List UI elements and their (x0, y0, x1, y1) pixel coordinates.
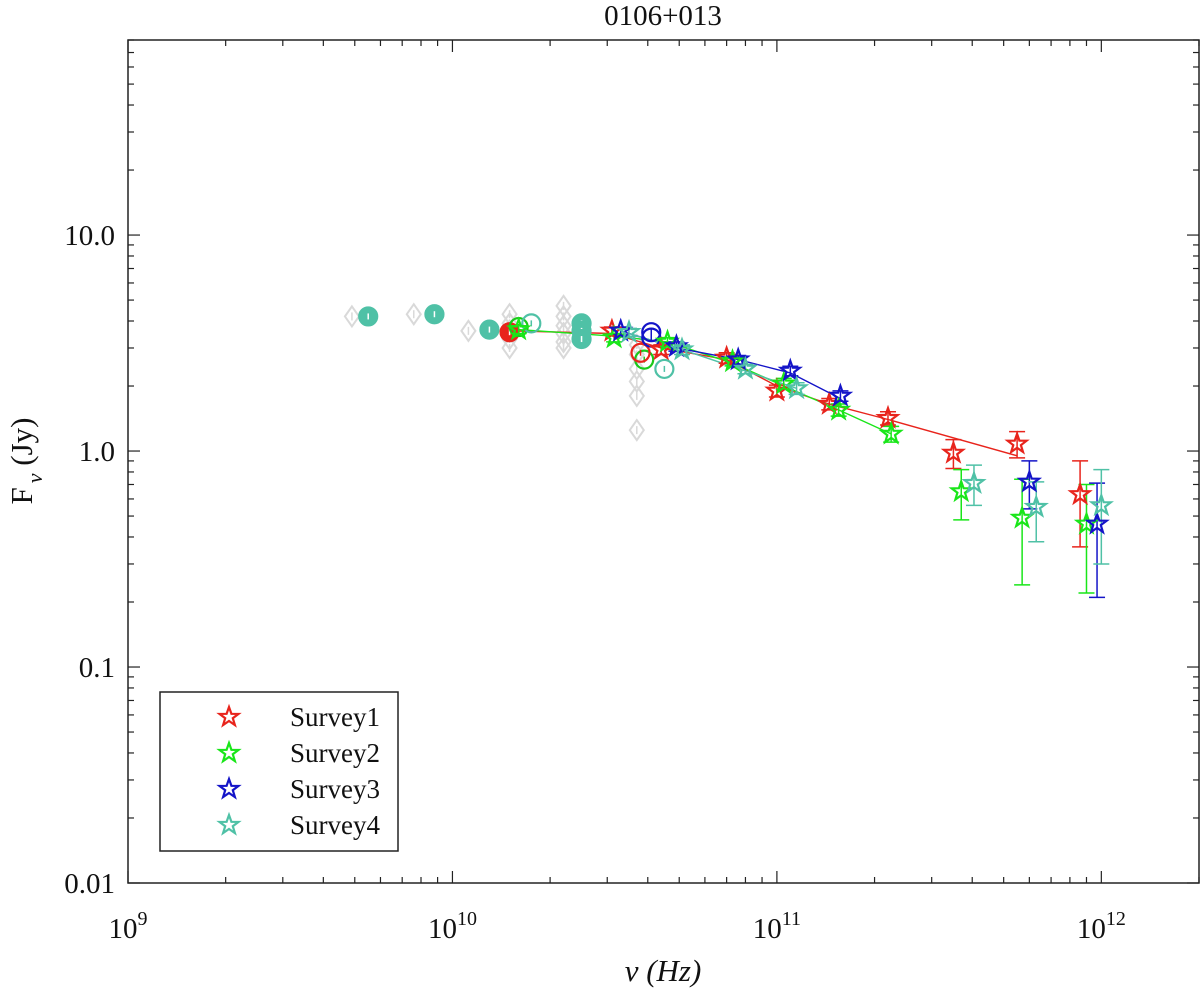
circle-marker (521, 313, 542, 334)
y-tick-label: 10.0 (64, 220, 115, 252)
series-lines (514, 328, 1018, 457)
y-tick-label: 1.0 (79, 436, 115, 468)
x-tick-label: 1011 (753, 908, 801, 945)
x-tick-label-exponent: 11 (782, 908, 801, 930)
star-marker-survey4 (1023, 493, 1049, 518)
axis-ticks (127, 39, 1200, 884)
circle-marker (641, 322, 662, 343)
archival-diamond (628, 369, 646, 394)
star-marker-survey2 (771, 370, 797, 395)
x-tick-label-exponent: 10 (457, 908, 477, 930)
star-marker-survey4 (1088, 492, 1114, 517)
archival-diamond (405, 302, 422, 326)
series-line-survey4 (628, 332, 797, 390)
archival-diamond (628, 418, 646, 442)
archival-points (343, 294, 646, 442)
star-marker-survey3 (1016, 468, 1043, 493)
error-bars (510, 325, 1110, 599)
y-axis-label-main: F (4, 487, 39, 504)
legend-marker-survey2 (216, 739, 242, 764)
star-marker-survey4 (669, 336, 695, 361)
star-marker-survey1 (875, 404, 901, 429)
archival-diamond (460, 319, 477, 343)
y-axis-label: Fν (Jy) (4, 418, 47, 505)
y-tick-label: 0.1 (79, 652, 115, 684)
x-tick-label-exponent: 12 (1106, 908, 1126, 930)
archival-diamond (628, 384, 646, 408)
series-line-survey1 (514, 330, 1018, 457)
x-tick-label: 1010 (428, 908, 477, 945)
x-tick-label-base: 10 (1077, 913, 1106, 945)
y-axis-label-unit: (Jy) (4, 418, 39, 474)
x-tick-label: 1012 (1077, 908, 1126, 945)
legend-marker-survey1 (216, 703, 242, 728)
legend-label-survey4: Survey4 (290, 810, 380, 840)
star-markers (505, 316, 1114, 535)
star-marker-survey1 (1004, 430, 1030, 455)
star-marker-survey1 (940, 439, 967, 464)
legend-label-survey1: Survey1 (290, 702, 380, 732)
y-tick-label: 0.01 (64, 868, 115, 900)
x-tick-label-exponent: 9 (138, 908, 148, 930)
x-tick-label-base: 10 (428, 913, 457, 945)
legend-label-survey2: Survey2 (290, 738, 380, 768)
archival-diamond (343, 304, 361, 329)
x-tick-label-base: 10 (753, 913, 782, 945)
legend-marker-survey3 (216, 775, 242, 800)
star-marker-survey3 (1084, 510, 1110, 535)
circle-marker (654, 358, 675, 380)
archival-diamond (555, 336, 572, 360)
circle-marker (630, 342, 651, 363)
x-tick-label: 109 (109, 908, 148, 945)
star-marker-survey1 (1067, 481, 1093, 506)
legend-marker-survey4 (216, 811, 242, 836)
y-axis-label-sub: ν (22, 473, 47, 483)
legend-box (159, 691, 399, 852)
legend-label-survey3: Survey3 (290, 774, 380, 804)
star-marker-survey2 (878, 420, 904, 445)
star-marker-survey3 (827, 382, 854, 407)
archival-diamond (501, 336, 518, 360)
star-marker-survey4 (616, 318, 642, 344)
legend: Survey1 Survey2 Survey3 Survey4 (159, 691, 399, 852)
star-marker-survey2 (1009, 504, 1035, 529)
star-marker-survey2 (505, 316, 532, 341)
x-tick-label-base: 10 (109, 913, 138, 945)
star-marker-survey4 (732, 355, 759, 380)
star-marker-survey4 (783, 375, 810, 400)
x-axis-label: ν (Hz) (625, 953, 702, 988)
chart-title: 0106+013 (604, 0, 722, 32)
star-marker-survey2 (825, 396, 852, 421)
circle-markers (358, 304, 675, 380)
star-marker-survey4 (961, 469, 987, 495)
star-marker-survey3 (777, 357, 804, 382)
